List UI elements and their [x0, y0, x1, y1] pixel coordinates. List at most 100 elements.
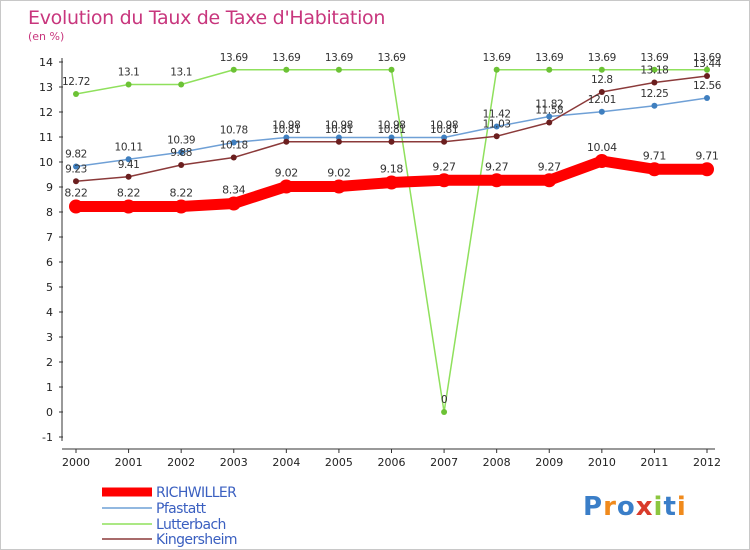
data-label-richwiller: 8.34	[222, 184, 246, 197]
y-tick-label: 14	[39, 56, 53, 69]
x-tick-label: 2009	[535, 456, 563, 469]
data-point-richwiller	[279, 179, 294, 194]
data-label-lutterbach: 0	[441, 394, 447, 406]
y-tick-label: 11	[39, 131, 53, 144]
y-tick-label: 1	[46, 381, 53, 394]
x-tick-label: 2005	[325, 456, 353, 469]
data-label-kingersheim: 9.88	[170, 147, 192, 159]
data-point-pfastatt	[704, 95, 710, 101]
data-point-lutterbach	[125, 81, 132, 88]
data-label-kingersheim: 10.81	[377, 124, 405, 136]
data-point-richwiller	[69, 199, 83, 214]
data-point-lutterbach	[230, 66, 237, 73]
data-point-kingersheim	[388, 138, 395, 145]
data-point-richwiller	[384, 175, 399, 190]
data-label-kingersheim: 12.8	[591, 74, 613, 86]
proxiti-logo: Proxiti	[583, 492, 687, 522]
data-point-lutterbach	[283, 66, 290, 73]
data-label-lutterbach: 13.1	[118, 67, 140, 79]
x-tick-label: 2008	[483, 456, 511, 469]
legend-label-richwiller: RICHWILLER	[156, 485, 237, 501]
x-tick-label: 2002	[167, 456, 195, 469]
data-point-pfastatt	[546, 113, 553, 120]
data-point-lutterbach	[335, 66, 342, 73]
data-point-richwiller	[121, 199, 136, 214]
data-label-pfastatt: 10.98	[430, 120, 458, 132]
data-point-richwiller	[174, 199, 189, 214]
data-label-lutterbach: 13.69	[588, 52, 616, 64]
data-label-pfastatt: 12.56	[693, 80, 722, 92]
y-tick-label: -1	[42, 431, 53, 444]
data-label-richwiller: 8.22	[117, 187, 140, 200]
logo-letter: i	[653, 492, 664, 522]
data-label-richwiller: 9.71	[695, 149, 718, 162]
data-label-lutterbach: 13.1	[170, 67, 192, 79]
data-point-kingersheim	[125, 173, 132, 180]
data-point-richwiller	[331, 179, 346, 194]
data-label-richwiller: 9.18	[380, 163, 404, 176]
chart-title: Evolution du Taux de Taxe d'Habitation	[28, 7, 386, 29]
data-label-kingersheim: 11.58	[535, 105, 563, 117]
data-point-richwiller	[594, 154, 609, 168]
data-point-kingersheim	[73, 178, 79, 185]
data-point-lutterbach	[546, 66, 553, 73]
data-label-pfastatt: 12.25	[640, 88, 668, 100]
data-label-pfastatt: 10.11	[115, 141, 143, 153]
chart-unit-label: (en %)	[28, 30, 65, 43]
data-point-kingersheim	[441, 138, 448, 145]
data-point-lutterbach	[441, 409, 448, 415]
x-tick-label: 2010	[588, 456, 616, 469]
data-point-lutterbach	[388, 66, 395, 73]
data-label-kingersheim: 10.81	[430, 124, 458, 136]
x-tick-label: 2000	[62, 456, 90, 469]
data-label-pfastatt: 10.98	[325, 120, 353, 132]
logo-letter: r	[603, 492, 617, 522]
data-label-kingersheim: 13.18	[640, 65, 668, 77]
series-group	[69, 66, 714, 415]
data-point-pfastatt	[178, 149, 185, 156]
y-tick-label: 9	[46, 181, 53, 194]
data-point-lutterbach	[651, 66, 658, 73]
data-label-pfastatt: 11.82	[535, 99, 563, 111]
data-label-kingersheim: 11.03	[483, 118, 511, 130]
data-label-pfastatt: 10.39	[167, 134, 195, 146]
data-point-pfastatt	[73, 163, 79, 170]
data-point-pfastatt	[283, 134, 290, 141]
data-point-richwiller	[226, 196, 241, 211]
data-label-kingersheim: 10.81	[325, 124, 353, 136]
data-labels-group: 8.22 8.22 8.22 8.34 9.02 9.02 9.18 9.27 9.27 9.27…	[62, 52, 722, 406]
logo-letter: x	[635, 492, 654, 522]
data-label-pfastatt: 10.78	[220, 125, 248, 137]
data-point-kingersheim	[335, 138, 342, 145]
data-label-richwiller: 9.02	[327, 167, 350, 180]
y-tick-label: 3	[46, 331, 53, 344]
y-tick-label: 2	[46, 356, 53, 369]
y-tick-label: 13	[39, 81, 53, 94]
x-tick-label: 2011	[640, 456, 668, 469]
data-label-kingersheim: 13.44	[693, 58, 722, 70]
data-label-pfastatt: 11.42	[483, 109, 511, 121]
data-point-lutterbach	[73, 91, 79, 97]
data-label-lutterbach: 13.69	[325, 52, 353, 64]
legend-label-pfastatt: Pfastatt	[156, 501, 207, 517]
data-label-kingersheim: 10.81	[272, 124, 300, 136]
data-point-kingersheim	[493, 133, 500, 140]
data-point-kingersheim	[704, 73, 710, 79]
data-label-pfastatt: 10.98	[272, 120, 300, 132]
data-label-richwiller: 9.02	[275, 167, 298, 180]
data-label-kingersheim: 10.18	[220, 140, 248, 152]
x-tick-label: 2007	[430, 456, 458, 469]
y-tick-label: 4	[46, 306, 53, 319]
data-label-richwiller: 9.27	[538, 160, 562, 173]
data-point-kingersheim	[283, 138, 290, 145]
data-point-pfastatt	[388, 134, 395, 141]
data-label-kingersheim: 9.41	[118, 159, 140, 171]
data-point-pfastatt	[493, 123, 500, 130]
data-point-lutterbach	[598, 66, 605, 73]
y-tick-label: 0	[46, 406, 53, 419]
data-label-kingersheim: 9.23	[65, 163, 87, 175]
